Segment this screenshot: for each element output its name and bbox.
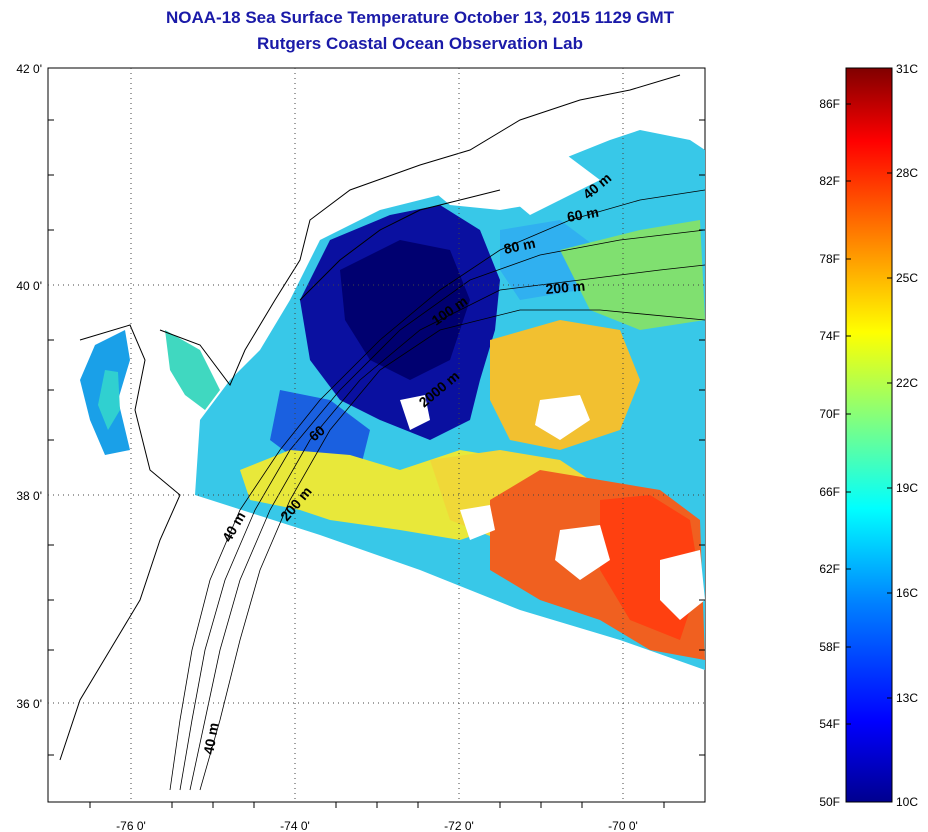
- colorbar-c-label: 28C: [896, 166, 918, 180]
- depth-label: 80 m: [502, 235, 537, 257]
- colorbar-f-label: 78F: [819, 252, 840, 266]
- colorbar-c-label: 13C: [896, 691, 918, 705]
- colorbar-f-label: 74F: [819, 329, 840, 343]
- colorbar-f-label: 54F: [819, 717, 840, 731]
- colorbar: [845, 67, 893, 803]
- map-subtitle: Rutgers Coastal Ocean Observation Lab: [257, 34, 583, 53]
- lon-label-76: -76 0': [116, 819, 146, 832]
- colorbar-c-label: 10C: [896, 795, 918, 809]
- tick-marks: [48, 119, 705, 808]
- colorbar-f-label: 66F: [819, 485, 840, 499]
- colorbar-f-label: 82F: [819, 174, 840, 188]
- map-title: NOAA-18 Sea Surface Temperature October …: [165, 8, 675, 27]
- lon-label-72: -72 0': [444, 819, 474, 832]
- lat-label-40: 40 0': [16, 279, 42, 293]
- colorbar-f-label: 58F: [819, 640, 840, 654]
- lat-label-38: 38 0': [16, 489, 42, 503]
- colorbar-c-label: 19C: [896, 481, 918, 495]
- colorbar-c-label: 16C: [896, 586, 918, 600]
- colorbar-c-label: 25C: [896, 271, 918, 285]
- lon-label-70: -70 0': [608, 819, 638, 832]
- lat-label-42: 42 0': [16, 62, 42, 76]
- lon-label-74: -74 0': [280, 819, 310, 832]
- colorbar-f-label: 70F: [819, 407, 840, 421]
- depth-label: 60 m: [566, 204, 600, 225]
- colorbar-f-label: 62F: [819, 562, 840, 576]
- colorbar-ticks: [846, 103, 892, 725]
- colorbar-f-label: 50F: [819, 795, 840, 809]
- colorbar-c-label: 22C: [896, 376, 918, 390]
- colorbar-f-label: 86F: [819, 97, 840, 111]
- sst-data-layer: [59, 74, 705, 791]
- lat-label-36: 36 0': [16, 697, 42, 711]
- depth-label: 200 m: [545, 278, 586, 297]
- depth-label: 40 m: [200, 721, 221, 755]
- colorbar-c-label: 31C: [896, 62, 918, 76]
